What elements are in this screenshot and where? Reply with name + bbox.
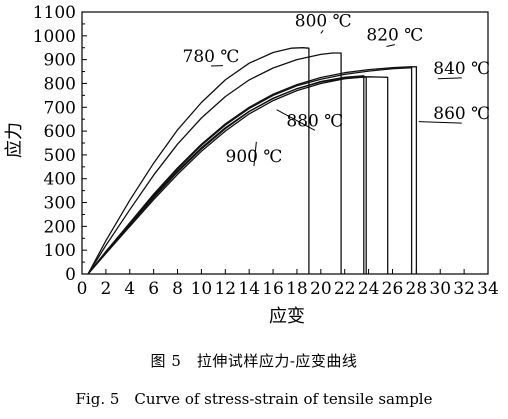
label-leader [276, 109, 316, 131]
curve-label: 780 ℃ [183, 47, 240, 67]
x-tick-label: 32 [453, 279, 475, 299]
label-leader [418, 121, 462, 124]
y-tick-label: 400 [44, 170, 76, 190]
y-tick-label: 0 [65, 265, 76, 285]
label-leader [437, 77, 462, 80]
y-tick-label: 600 [44, 122, 76, 142]
label-leader [253, 141, 257, 167]
curves [87, 47, 418, 275]
series-line-820c [87, 66, 418, 275]
y-tick-label: 1100 [33, 3, 76, 23]
x-tick-label: 28 [406, 279, 428, 299]
label-leader [386, 44, 395, 48]
plot-frame [81, 11, 489, 275]
curve-label: 820 ℃ [366, 26, 423, 46]
x-tick-label: 12 [214, 279, 236, 299]
curve-label: 840 ℃ [433, 59, 490, 79]
y-tick-label: 900 [44, 51, 76, 71]
caption-chinese: 图 5 拉伸试样应力-应变曲线 [150, 352, 358, 370]
curve-label: 880 ℃ [286, 111, 343, 131]
x-tick-label: 8 [172, 279, 183, 299]
x-tick-label: 30 [429, 279, 451, 299]
x-tick-label: 24 [358, 279, 380, 299]
x-tick-label: 0 [77, 279, 88, 299]
curve-label: 800 ℃ [295, 11, 352, 31]
x-tick-label: 34 [477, 279, 499, 299]
axes: 0 2 4 6 8 10 12 14 16 18 20 22 24 26 28 30 32 34010020030… [33, 3, 499, 299]
label-leader [320, 29, 324, 34]
y-tick-label: 300 [44, 194, 76, 214]
y-tick-label: 500 [44, 146, 76, 166]
y-tick-label: 1000 [33, 27, 76, 47]
caption-english: Fig. 5 Curve of stress-strain of tensile… [75, 390, 433, 408]
x-tick-label: 6 [148, 279, 159, 299]
series-line-860c [87, 76, 389, 275]
series-line-800c [87, 52, 342, 275]
y-tick-label: 800 [44, 74, 76, 94]
x-tick-label: 14 [238, 279, 260, 299]
curve-label: 900 ℃ [226, 147, 283, 167]
x-tick-label: 16 [262, 279, 284, 299]
series-line-840c [87, 67, 413, 275]
x-axis-label: 应变 [269, 306, 305, 327]
x-tick-label: 10 [191, 279, 213, 299]
series-line-880c [87, 75, 365, 275]
curve-label: 860 ℃ [433, 104, 490, 124]
x-tick-label: 20 [310, 279, 332, 299]
y-tick-label: 700 [44, 98, 76, 118]
stress-strain-chart: 0 2 4 6 8 10 12 14 16 18 20 22 24 26 28 30 32 34010020030… [4, 3, 499, 327]
series-line-900c [87, 76, 367, 275]
x-tick-label: 2 [100, 279, 111, 299]
x-tick-label: 4 [124, 279, 135, 299]
y-tick-label: 200 [44, 217, 76, 237]
x-tick-label: 18 [286, 279, 308, 299]
series-line-780c [87, 47, 310, 275]
y-tick-label: 100 [44, 241, 76, 261]
y-axis-label: 应力 [4, 122, 25, 158]
x-tick-label: 22 [334, 279, 356, 299]
x-tick-label: 26 [382, 279, 404, 299]
